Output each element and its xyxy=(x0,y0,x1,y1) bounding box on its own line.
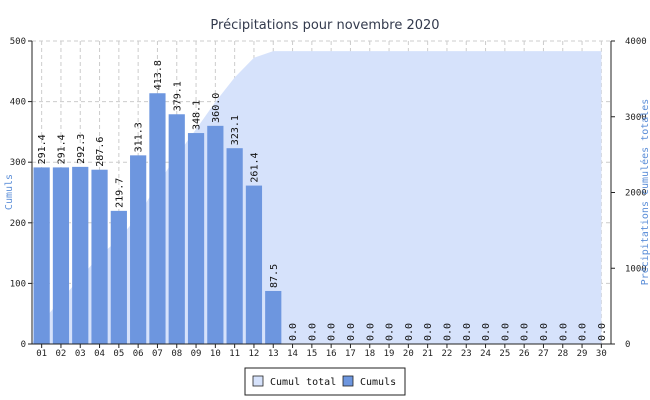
x-tick-label: 04 xyxy=(94,349,105,359)
bar-12 xyxy=(245,185,263,344)
bar-13 xyxy=(265,290,282,344)
bars xyxy=(33,93,282,345)
data-label-19: 0.0 xyxy=(385,323,396,341)
x-tick-label: 28 xyxy=(557,349,568,359)
chart-title: Précipitations pour novembre 2020 xyxy=(210,18,439,33)
x-tick-label: 01 xyxy=(36,349,47,359)
data-label-15: 0.0 xyxy=(307,323,318,341)
x-tick-label: 23 xyxy=(461,349,472,359)
data-label-04: 287.6 xyxy=(95,137,106,167)
y-tick-label-left: 0 xyxy=(21,340,26,350)
data-label-23: 0.0 xyxy=(462,323,473,341)
x-tick-label: 22 xyxy=(442,349,453,359)
data-label-08: 379.1 xyxy=(172,81,183,111)
data-label-06: 311.3 xyxy=(134,122,145,152)
x-tick-label: 16 xyxy=(326,349,337,359)
y-tick-label-left: 500 xyxy=(10,37,26,47)
data-label-22: 0.0 xyxy=(442,323,453,341)
bar-09 xyxy=(187,133,205,344)
data-label-10: 360.0 xyxy=(211,93,222,123)
bar-04 xyxy=(91,169,108,344)
x-tick-label: 25 xyxy=(499,349,510,359)
x-tick-label: 02 xyxy=(56,349,67,359)
data-label-28: 0.0 xyxy=(558,323,569,341)
bar-08 xyxy=(168,114,185,345)
data-label-12: 261.4 xyxy=(249,152,260,182)
x-tick-label: 19 xyxy=(384,349,395,359)
data-label-01: 291.4 xyxy=(37,134,48,164)
bar-01 xyxy=(33,167,50,344)
axes: 0 100 200 300 400 500 0 1000 2000 3000 4000 01 02 03 0… xyxy=(10,37,647,359)
x-tick-label: 08 xyxy=(171,349,182,359)
x-tick-label: 09 xyxy=(191,349,202,359)
data-label-13: 87.5 xyxy=(269,264,280,288)
x-tick-label: 29 xyxy=(577,349,588,359)
x-tick-label: 06 xyxy=(133,349,144,359)
data-label-14: 0.0 xyxy=(288,323,299,341)
data-label-07: 413.8 xyxy=(153,60,164,90)
y-tick-label-left: 200 xyxy=(10,219,26,229)
y-axis-title-right: Précipitations cumulées totales xyxy=(639,99,650,286)
bar-02 xyxy=(52,167,70,344)
legend: Cumul total Cumuls xyxy=(244,367,406,396)
x-tick-label: 05 xyxy=(113,349,124,359)
x-tick-label: 13 xyxy=(268,349,279,359)
x-tick-label: 11 xyxy=(229,349,240,359)
data-label-27: 0.0 xyxy=(539,323,550,341)
x-tick-label: 20 xyxy=(403,349,414,359)
data-label-11: 323.1 xyxy=(230,115,241,145)
x-tick-label: 10 xyxy=(210,349,221,359)
legend-swatch-cumul-total xyxy=(252,375,264,387)
data-label-03: 292.3 xyxy=(76,134,87,164)
bar-06 xyxy=(130,155,147,344)
data-label-24: 0.0 xyxy=(481,323,492,341)
y-tick-label-right: 1000 xyxy=(625,264,647,274)
data-label-30: 0.0 xyxy=(597,323,608,341)
x-tick-label: 26 xyxy=(519,349,530,359)
x-tick-label: 18 xyxy=(364,349,375,359)
x-tick-label: 24 xyxy=(480,349,491,359)
data-label-17: 0.0 xyxy=(346,323,357,341)
data-label-26: 0.0 xyxy=(520,323,531,341)
x-tick-label: 30 xyxy=(596,349,607,359)
y-tick-label-left: 400 xyxy=(10,98,26,108)
x-tick-label: 27 xyxy=(538,349,549,359)
bar-07 xyxy=(149,93,166,345)
legend-swatch-cumuls xyxy=(342,375,354,387)
data-label-09: 348.1 xyxy=(192,100,203,130)
x-tick-label: 03 xyxy=(75,349,86,359)
x-tick-label: 17 xyxy=(345,349,356,359)
data-label-25: 0.0 xyxy=(500,323,511,341)
bar-10 xyxy=(207,125,224,344)
data-label-16: 0.0 xyxy=(327,323,338,341)
y-tick-label-right: 2000 xyxy=(625,189,647,199)
bar-05 xyxy=(110,210,127,344)
x-tick-label: 15 xyxy=(306,349,317,359)
y-axis-title-left: Cumuls xyxy=(4,174,15,210)
data-label-02: 291.4 xyxy=(56,134,67,164)
data-label-21: 0.0 xyxy=(423,323,434,341)
x-tick-label: 12 xyxy=(249,349,260,359)
legend-label-cumul-total: Cumul total xyxy=(270,377,336,388)
y-tick-label-right: 0 xyxy=(625,340,630,350)
x-tick-label: 21 xyxy=(422,349,433,359)
x-tick-label: 07 xyxy=(152,349,163,359)
y-tick-label-left: 300 xyxy=(10,158,26,168)
y-tick-label-right: 4000 xyxy=(625,37,647,47)
y-tick-label-left: 100 xyxy=(10,279,26,289)
data-label-18: 0.0 xyxy=(365,323,376,341)
bar-11 xyxy=(226,148,243,344)
x-tick-label: 14 xyxy=(287,349,298,359)
data-label-20: 0.0 xyxy=(404,323,415,341)
data-labels: 291.4 291.4 292.3 287.6 219.7 311.3 413.8 379.1… xyxy=(37,60,608,341)
bar-03 xyxy=(72,166,89,344)
y-tick-label-right: 3000 xyxy=(625,113,647,123)
data-label-05: 219.7 xyxy=(114,178,125,208)
data-label-29: 0.0 xyxy=(578,323,589,341)
legend-label-cumuls: Cumuls xyxy=(360,377,396,388)
legend-box xyxy=(244,367,406,396)
